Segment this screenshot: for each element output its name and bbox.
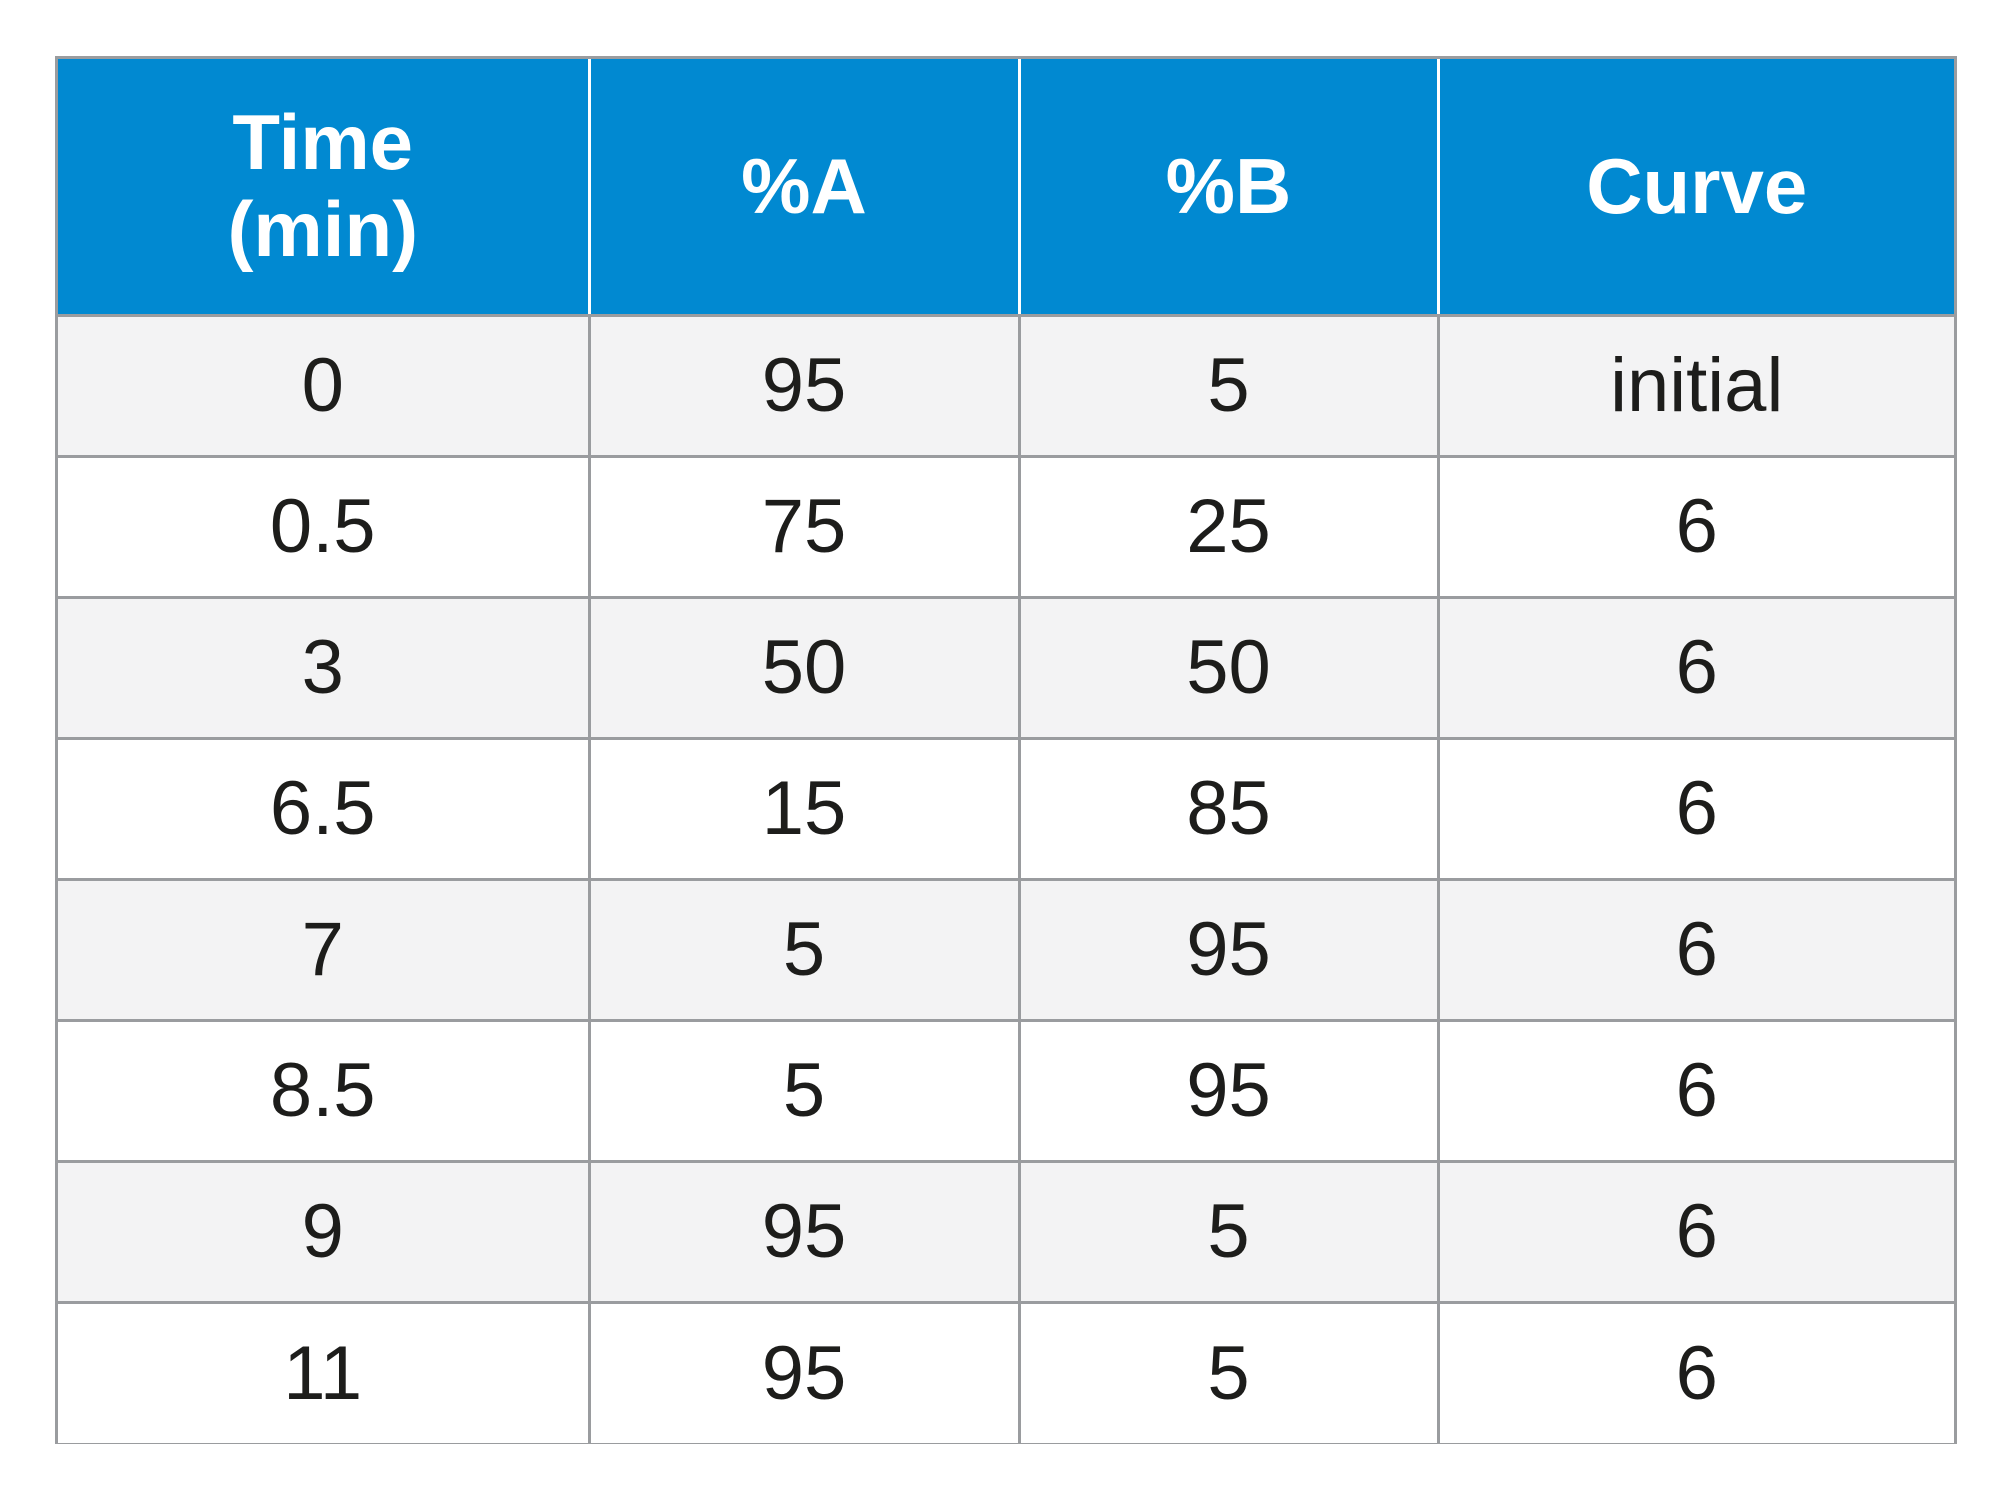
- header-percent-a: %A: [589, 59, 1021, 317]
- cell-time: 0: [58, 315, 591, 458]
- table-row: 8.5 5 95 6: [58, 1020, 1954, 1163]
- cell-percent-b: 95: [1019, 879, 1440, 1022]
- cell-curve: 6: [1438, 597, 1954, 740]
- gradient-table-container: Time (min) %A %B Curve 0 95 5 initial 0.…: [55, 56, 1957, 1444]
- cell-time: 8.5: [58, 1020, 591, 1163]
- table-row: 7 5 95 6: [58, 879, 1954, 1022]
- table-row: 0.5 75 25 6: [58, 456, 1954, 599]
- cell-percent-b: 85: [1019, 738, 1440, 881]
- cell-percent-a: 95: [589, 1302, 1021, 1443]
- table-row: 6.5 15 85 6: [58, 738, 1954, 881]
- table-header: Time (min) %A %B Curve: [58, 59, 1954, 317]
- cell-percent-a: 15: [589, 738, 1021, 881]
- cell-percent-a: 75: [589, 456, 1021, 599]
- cell-time: 6.5: [58, 738, 591, 881]
- cell-curve: 6: [1438, 1020, 1954, 1163]
- cell-percent-b: 5: [1019, 1161, 1440, 1304]
- cell-percent-a: 95: [589, 315, 1021, 458]
- cell-percent-a: 50: [589, 597, 1021, 740]
- cell-time: 7: [58, 879, 591, 1022]
- cell-time: 11: [58, 1302, 591, 1443]
- table-row: 9 95 5 6: [58, 1161, 1954, 1304]
- table-row: 3 50 50 6: [58, 597, 1954, 740]
- cell-percent-a: 5: [589, 879, 1021, 1022]
- cell-time: 0.5: [58, 456, 591, 599]
- cell-percent-b: 95: [1019, 1020, 1440, 1163]
- cell-time: 9: [58, 1161, 591, 1304]
- cell-curve: 6: [1438, 1302, 1954, 1443]
- table-row: 11 95 5 6: [58, 1302, 1954, 1443]
- cell-curve: 6: [1438, 1161, 1954, 1304]
- cell-curve: 6: [1438, 879, 1954, 1022]
- cell-curve: initial: [1438, 315, 1954, 458]
- header-row: Time (min) %A %B Curve: [58, 59, 1954, 317]
- cell-percent-b: 5: [1019, 315, 1440, 458]
- header-time: Time (min): [58, 59, 591, 317]
- header-percent-b: %B: [1019, 59, 1440, 317]
- gradient-table: Time (min) %A %B Curve 0 95 5 initial 0.…: [58, 59, 1954, 1443]
- cell-curve: 6: [1438, 456, 1954, 599]
- cell-percent-b: 5: [1019, 1302, 1440, 1443]
- cell-percent-b: 50: [1019, 597, 1440, 740]
- cell-time: 3: [58, 597, 591, 740]
- cell-percent-a: 95: [589, 1161, 1021, 1304]
- cell-percent-b: 25: [1019, 456, 1440, 599]
- header-curve: Curve: [1438, 59, 1954, 317]
- header-time-unit: (min): [227, 185, 419, 274]
- cell-curve: 6: [1438, 738, 1954, 881]
- table-row: 0 95 5 initial: [58, 315, 1954, 458]
- header-time-label: Time: [232, 97, 414, 186]
- cell-percent-a: 5: [589, 1020, 1021, 1163]
- table-body: 0 95 5 initial 0.5 75 25 6 3 50 50 6 6.5…: [58, 315, 1954, 1443]
